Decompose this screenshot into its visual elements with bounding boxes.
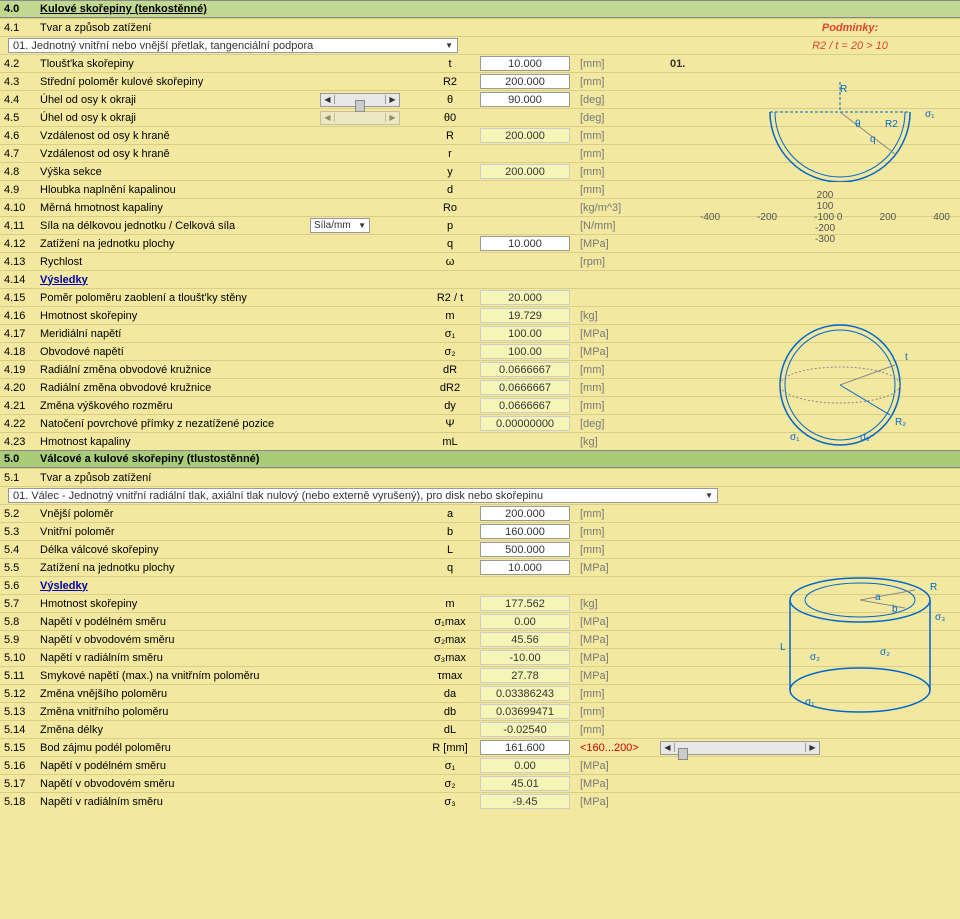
results-link[interactable]: Výsledky — [40, 274, 340, 286]
input-theta[interactable]: 90.000 — [480, 92, 570, 107]
chevron-down-icon: ▼ — [358, 221, 366, 230]
load-type-dropdown[interactable]: 01. Jednotný vnitřní nebo vnější přetlak… — [8, 38, 458, 53]
theta-slider[interactable]: ◀ ▶ — [320, 93, 400, 107]
chart-area: 200 100 -400 -200 -100 0 200 400 -200 -3… — [700, 190, 950, 245]
svg-text:σ₁: σ₁ — [805, 697, 815, 708]
svg-text:σ₃: σ₃ — [935, 612, 945, 623]
svg-text:R₂: R₂ — [895, 417, 906, 428]
svg-text:σ₁: σ₁ — [925, 109, 935, 120]
condition-value: R2 / t = 20 > 10 — [740, 40, 960, 52]
svg-text:t: t — [905, 352, 908, 363]
row-5-4: 5.4 Délka válcové skořepiny L 500.000 [m… — [0, 540, 960, 558]
row-5-18: 5.18Napětí v radiálním směruσ₃-9.45[MPa] — [0, 792, 960, 810]
sphere-diagram-bottom: t R₂ σ₁ σ₂ — [730, 310, 955, 463]
input-l[interactable]: 500.000 — [480, 542, 570, 557]
row-5-3: 5.3 Vnitřní poloměr b 160.000 [mm] — [0, 522, 960, 540]
svg-text:R: R — [840, 84, 847, 95]
row-4-14: 4.14 Výsledky — [0, 270, 960, 288]
svg-text:b: b — [892, 604, 898, 615]
input-a[interactable]: 200.000 — [480, 506, 570, 521]
svg-text:σ₂: σ₂ — [880, 647, 890, 658]
row-4-2: 4.2 Tloušt'ka skořepiny t 10.000 [mm] 01… — [0, 54, 960, 72]
input-q5[interactable]: 10.000 — [480, 560, 570, 575]
input-r-point[interactable]: 161.600 — [480, 740, 570, 755]
row-dropdown-5: 01. Válec - Jednotný vnitřní radiální tl… — [0, 486, 960, 504]
row-5-1: 5.1 Tvar a způsob zatížení — [0, 468, 960, 486]
sec4-title: Kulové skořepiny (tenkostěnné) — [40, 3, 340, 15]
row-5-16: 5.16Napětí v podélném směruσ₁0.00[MPa] — [0, 756, 960, 774]
row-4-13: 4.13 Rychlost ω [rpm] — [0, 252, 960, 270]
arrow-right-icon[interactable]: ▶ — [805, 743, 819, 752]
row-5-15: 5.15 Bod zájmu podél poloměru R [mm] 161… — [0, 738, 960, 756]
svg-text:R: R — [930, 582, 937, 593]
svg-text:L: L — [780, 642, 786, 653]
input-t[interactable]: 10.000 — [480, 56, 570, 71]
row-5-17: 5.17Napětí v obvodovém směruσ₂45.01[MPa] — [0, 774, 960, 792]
arrow-right-icon[interactable]: ▶ — [385, 95, 399, 104]
chevron-down-icon: ▼ — [445, 41, 453, 50]
theta0-slider[interactable]: ◀ ▶ — [320, 111, 400, 125]
svg-text:σ₂: σ₂ — [860, 432, 870, 443]
r-point-slider[interactable]: ◀ ▶ — [660, 741, 820, 755]
results-link-5[interactable]: Výsledky — [40, 580, 340, 592]
sec4-num: 4.0 — [4, 3, 40, 15]
chevron-down-icon: ▼ — [705, 491, 713, 500]
input-r2[interactable]: 200.000 — [480, 74, 570, 89]
arrow-left-icon[interactable]: ◀ — [321, 95, 335, 104]
svg-text:a: a — [875, 592, 881, 603]
force-unit-dropdown[interactable]: Síla/mm ▼ — [310, 218, 370, 233]
svg-text:σ₂: σ₂ — [810, 652, 820, 663]
geom-label: 01. — [670, 58, 685, 70]
section-4-header: 4.0 Kulové skořepiny (tenkostěnné) — [0, 0, 960, 18]
load-type-dropdown-5[interactable]: 01. Válec - Jednotný vnitřní radiální tl… — [8, 488, 718, 503]
cylinder-diagram: R a b L σ₂ σ₂ σ₁ σ₃ — [730, 560, 955, 733]
row-4-15: 4.15 Poměr poloměru zaoblení a tloušt'ky… — [0, 288, 960, 306]
row-dropdown-4: 01. Jednotný vnitřní nebo vnější přetlak… — [0, 36, 960, 54]
svg-text:θ: θ — [855, 119, 861, 130]
svg-text:σ₁: σ₁ — [790, 432, 800, 443]
svg-text:q: q — [870, 134, 876, 145]
svg-text:R2: R2 — [885, 119, 898, 130]
conditions-title: Podmínky: — [740, 22, 960, 34]
row-4-1: 4.1 Tvar a způsob zatížení Podmínky: — [0, 18, 960, 36]
sphere-diagram-top: R R2 θ q σ₁ — [730, 72, 955, 185]
input-b[interactable]: 160.000 — [480, 524, 570, 539]
row-5-2: 5.2 Vnější poloměr a 200.000 [mm] — [0, 504, 960, 522]
arrow-left-icon[interactable]: ◀ — [661, 743, 675, 752]
input-q[interactable]: 10.000 — [480, 236, 570, 251]
